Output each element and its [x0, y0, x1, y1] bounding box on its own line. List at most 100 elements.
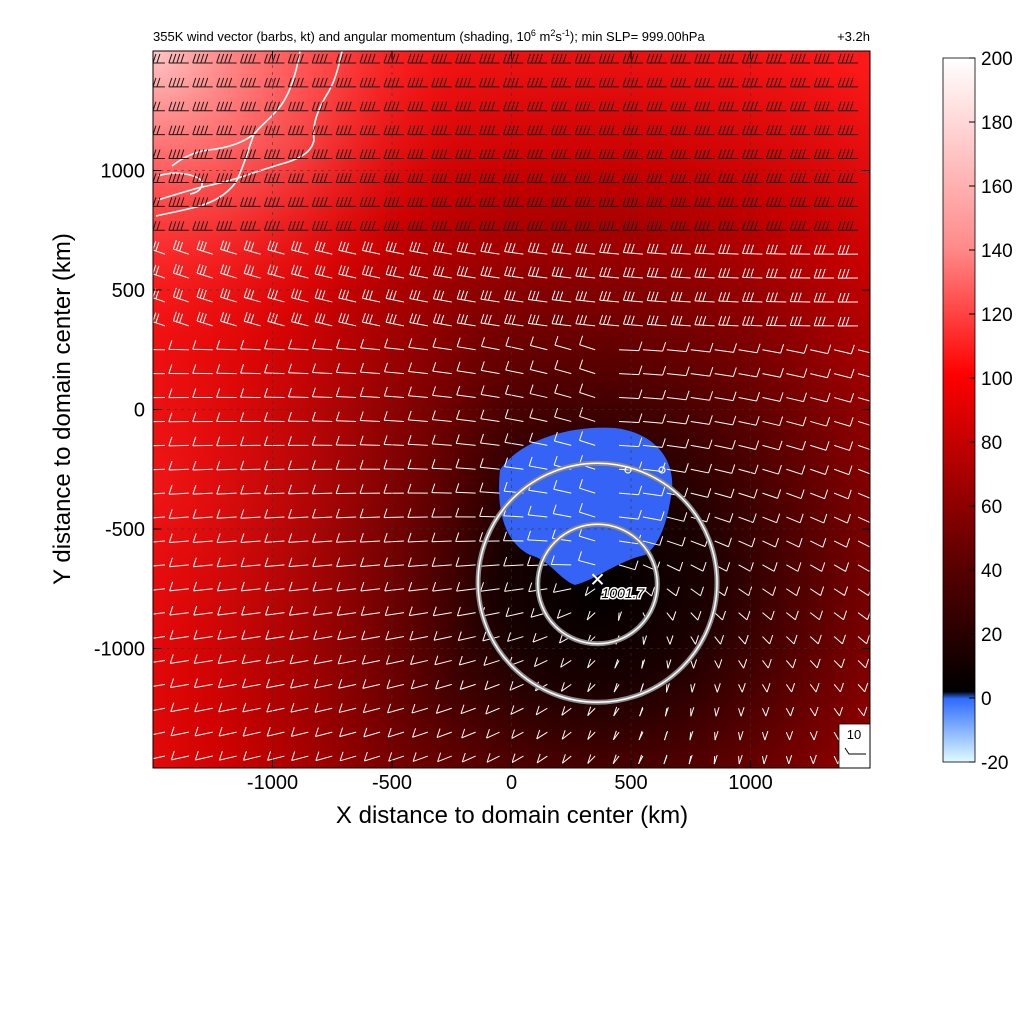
wind-barb: [267, 297, 285, 303]
wind-barb-feather: [534, 77, 539, 88]
wind-barb-feather: [718, 291, 723, 302]
wind-barb-feather: [147, 703, 150, 712]
wind-barb-feather: [789, 197, 794, 207]
wind-barb-feather: [753, 197, 758, 207]
wind-barb: [336, 516, 357, 519]
wind-barb-feather: [415, 221, 420, 231]
wind-barb-feather: [685, 414, 690, 425]
wind-barb-feather: [778, 440, 783, 450]
wind-barb-feather: [825, 441, 830, 451]
wind-barb-feather: [479, 458, 484, 468]
wind-barb: [457, 298, 476, 303]
wind-barb: [288, 396, 309, 399]
wind-barb-feather: [558, 77, 563, 88]
wind-barb-feather: [599, 243, 604, 253]
wind-barb-feather: [411, 703, 416, 714]
wind-barb-feather: [586, 101, 591, 111]
wind-barb-feather: [598, 197, 603, 207]
wind-barb-feather: [558, 173, 563, 183]
wind-barb: [364, 755, 381, 762]
wind-barb-feather: [765, 173, 770, 183]
wind-barb: [153, 540, 165, 543]
wind-barb-feather: [371, 149, 376, 159]
wind-barb-feather: [439, 221, 444, 231]
wind-barb-feather: [694, 197, 699, 207]
wind-barb-feather: [407, 483, 412, 494]
wind-barb: [738, 588, 749, 597]
wind-barb-feather: [733, 343, 737, 353]
wind-barb-feather: [697, 610, 702, 621]
wind-barb-feather: [730, 101, 735, 111]
wind-barb: [504, 298, 524, 303]
wind-barb: [360, 516, 381, 519]
wind-barb: [528, 322, 548, 327]
wind-barb-feather: [626, 173, 631, 183]
wind-barb-feather: [299, 221, 304, 231]
wind-barb-feather: [529, 336, 534, 346]
wind-barb-feather: [678, 101, 683, 111]
wind-barb: [455, 540, 476, 543]
wind-barb-feather: [843, 610, 847, 620]
wind-barb: [599, 275, 620, 279]
wind-barb-feather: [821, 173, 826, 183]
wind-barb-feather: [389, 266, 394, 276]
wind-barb-feather: [709, 366, 714, 377]
wind-barb-feather: [479, 173, 484, 183]
wind-barb-feather: [849, 417, 854, 427]
wind-barb-feather: [841, 316, 846, 327]
wind-barb-feather: [408, 362, 413, 372]
wind-barb-feather: [267, 197, 272, 207]
wind-barb: [670, 276, 691, 279]
wind-barb: [599, 299, 620, 303]
wind-barb-feather: [606, 243, 611, 254]
wind-barb-feather: [743, 659, 748, 669]
wind-barb-feather: [626, 149, 631, 159]
wind-barb: [561, 731, 572, 740]
wind-barb-feather: [730, 53, 735, 64]
wind-barb-feather: [180, 101, 185, 111]
wind-barb-feather: [192, 149, 197, 159]
wind-barb-feather: [395, 53, 400, 64]
wind-barb-feather: [145, 509, 148, 518]
wind-barb-feather: [630, 315, 635, 325]
wind-barb: [718, 324, 739, 327]
wind-barb: [432, 370, 452, 375]
wind-barb-feather: [287, 387, 292, 398]
wind-barb: [857, 660, 867, 669]
wind-barb-feather: [789, 268, 794, 278]
wind-barb: [385, 297, 405, 303]
wind-barb-feather: [793, 292, 798, 302]
wind-barb-feather: [788, 754, 793, 765]
wind-barb-feather: [312, 533, 317, 543]
wind-barb-feather: [264, 387, 268, 398]
wind-barb: [762, 349, 781, 354]
wind-barb: [264, 492, 285, 495]
wind-barb-feather: [801, 197, 806, 207]
wind-barb-feather: [483, 125, 488, 135]
wind-barb-feather: [560, 658, 565, 668]
wind-barb: [241, 564, 261, 568]
wind-barb-feather: [170, 678, 174, 688]
wind-barb: [738, 468, 756, 475]
wind-barb-feather: [295, 77, 300, 88]
wind-barb-feather: [146, 654, 149, 663]
wind-barb-feather: [228, 125, 233, 135]
wind-barb: [314, 273, 333, 279]
wind-barb: [173, 296, 190, 303]
wind-barb-feather: [487, 173, 492, 183]
wind-barb: [411, 707, 428, 714]
wind-barb-feather: [535, 291, 540, 301]
wind-barb-feather: [319, 197, 324, 207]
wind-barb-feather: [638, 730, 643, 741]
wind-barb-feather: [726, 101, 731, 111]
wind-barb-feather: [578, 77, 583, 88]
wind-barb: [315, 731, 333, 737]
wind-barb-feather: [558, 221, 563, 231]
wind-barb-feather: [172, 221, 177, 231]
wind-barb: [362, 683, 381, 689]
wind-barb: [666, 468, 686, 473]
wind-barb-feather: [363, 197, 368, 207]
wind-barb-feather: [361, 265, 366, 275]
wind-barb: [336, 588, 357, 592]
wind-barb-feather: [674, 53, 679, 64]
